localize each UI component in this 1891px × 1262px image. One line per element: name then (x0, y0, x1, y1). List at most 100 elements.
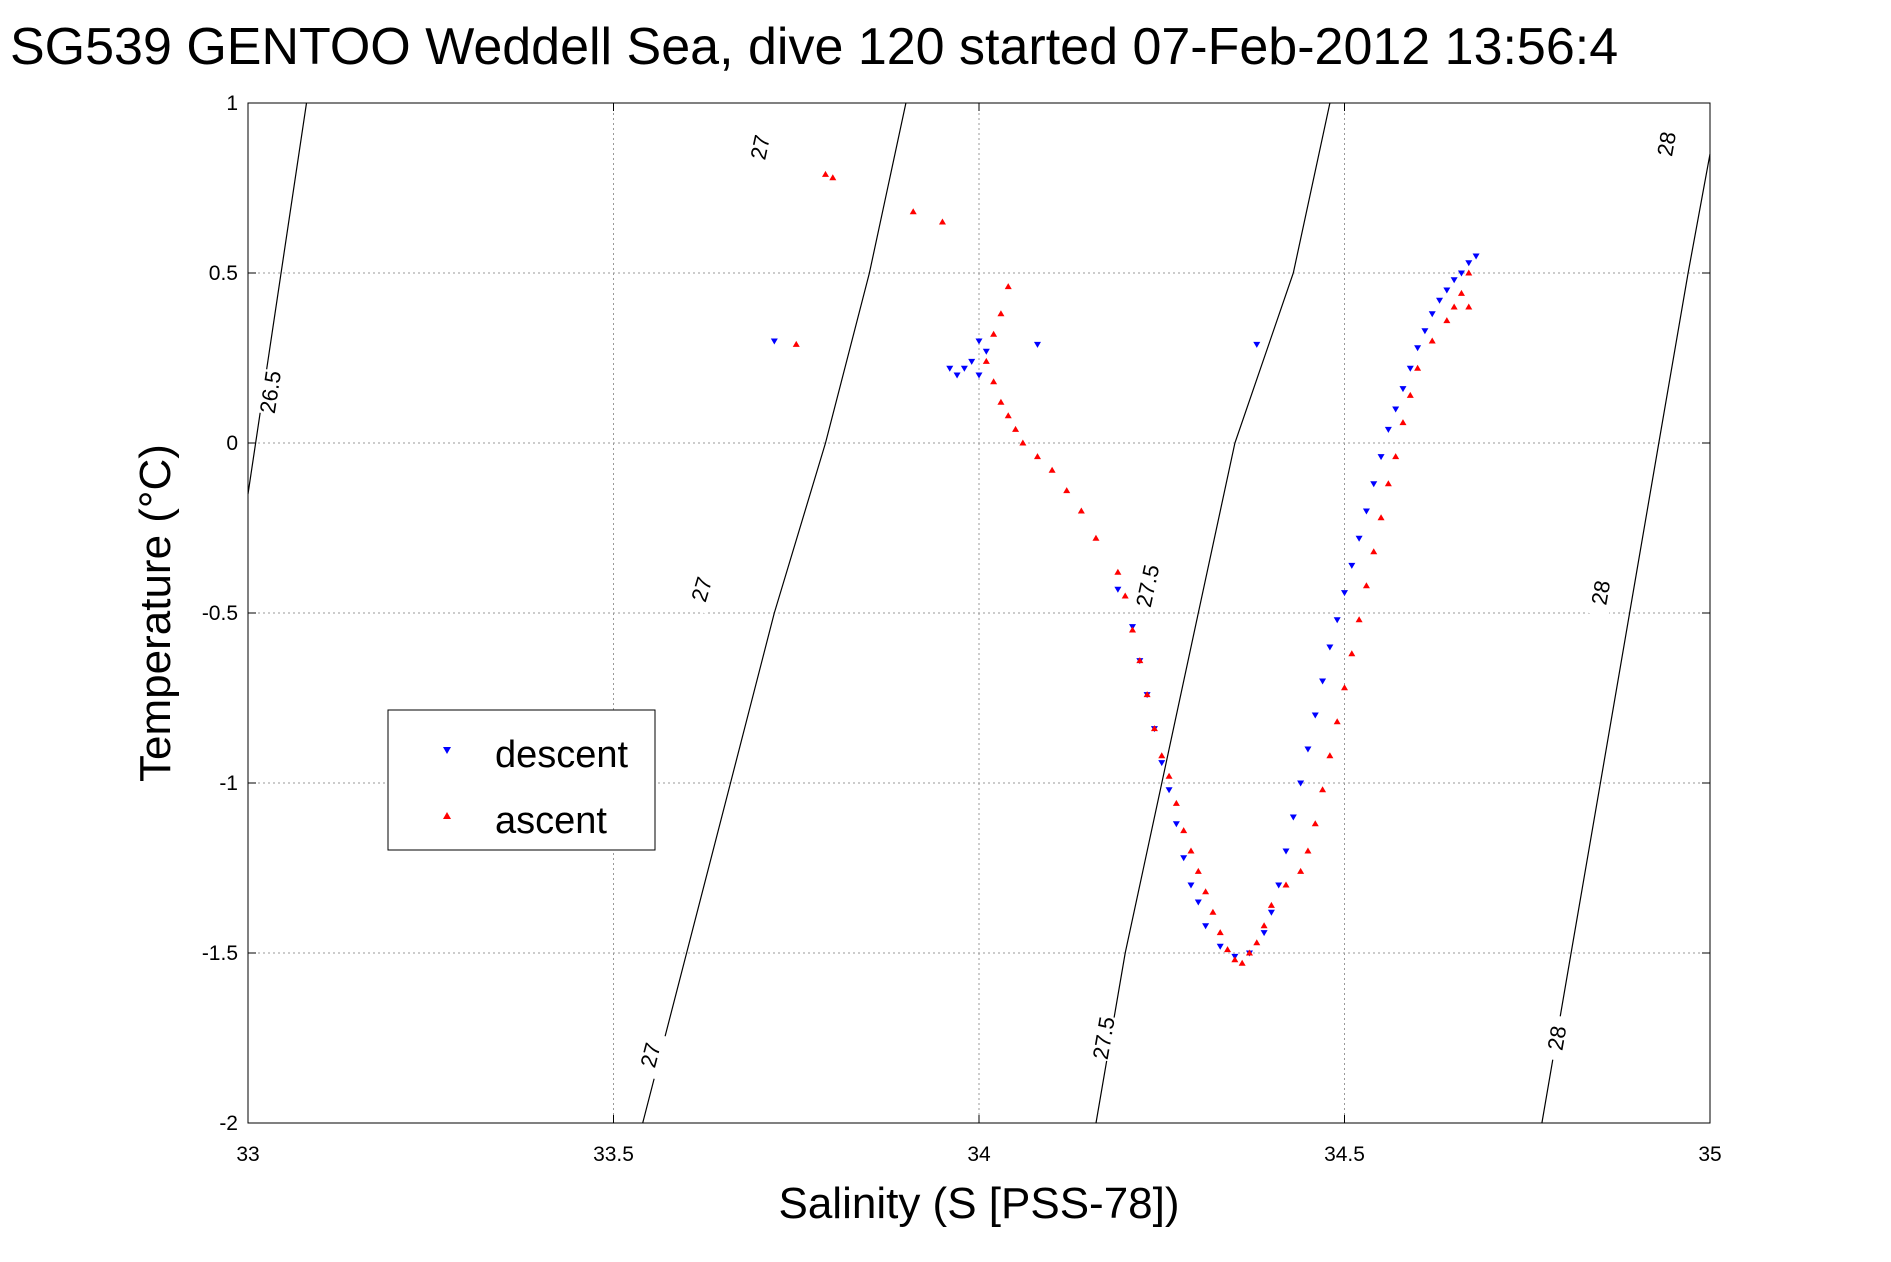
isopycnal-line (247, 102, 308, 495)
ascent-point (1450, 303, 1458, 310)
ascent-point (1341, 684, 1348, 691)
ascent-point (1004, 412, 1012, 419)
ascent-point (982, 357, 990, 364)
descent-point (1180, 855, 1188, 862)
descent-point (1443, 287, 1451, 294)
descent-point (1355, 535, 1363, 542)
ascent-point (1465, 269, 1473, 276)
legend: descent ascent (387, 709, 656, 851)
ascent-point (1224, 946, 1232, 953)
isopycnal-line (642, 102, 907, 1124)
ascent-point (1311, 820, 1319, 827)
ascent-point (1443, 317, 1451, 324)
ascent-point (1326, 752, 1334, 759)
isopycnal-label-bg (1130, 561, 1164, 610)
ascent-point (997, 398, 1005, 405)
ascent-point (821, 170, 829, 177)
ascent-point (829, 174, 837, 181)
descent-point (1304, 746, 1312, 753)
ascent-point (1267, 901, 1275, 908)
descent-point (1267, 909, 1275, 916)
isopycnal-label: 28 (1543, 1024, 1572, 1052)
ascent-point (1033, 453, 1041, 460)
descent-point (1457, 270, 1465, 277)
descent-series (770, 253, 1480, 960)
descent-point (1406, 365, 1414, 372)
ascent-point (1136, 657, 1144, 664)
descent-point (960, 365, 968, 372)
isopycnal-line (1541, 153, 1711, 1124)
descent-point (1362, 508, 1370, 515)
isopycnal-line (1095, 102, 1331, 1124)
isopycnal-label-bg (683, 564, 720, 614)
ascent-series (792, 170, 1473, 966)
descent-point (1297, 780, 1305, 787)
ascent-point (1129, 626, 1137, 633)
descent-point (1260, 930, 1268, 937)
descent-point (1319, 678, 1327, 685)
isopycnal-label: 28 (1652, 130, 1681, 158)
y-tick-label: -2 (219, 1112, 238, 1135)
ascent-point (990, 378, 998, 385)
grid-lines (248, 103, 1710, 1123)
descent-point (1414, 345, 1422, 352)
isopycnal-label-bg (1650, 120, 1682, 168)
descent-point (1428, 311, 1436, 318)
legend-label-ascent: ascent (495, 800, 607, 842)
descent-point (1333, 617, 1341, 624)
ascent-point (1150, 725, 1158, 732)
ascent-point (938, 218, 946, 225)
ascent-point (1165, 772, 1173, 779)
ascent-point (1319, 786, 1327, 793)
ascent-point (1004, 283, 1012, 290)
chart-title: SG539 GENTOO Weddell Sea, dive 120 start… (10, 18, 1618, 76)
y-tick-label: 0 (226, 432, 238, 455)
descent-point (1384, 426, 1392, 433)
isopycnal-label-bg (632, 1030, 668, 1080)
ascent-point (997, 310, 1005, 317)
ascent-point (1384, 480, 1392, 487)
y-axis-label: Temperature (°C) (131, 444, 180, 782)
isopycnal-label-bg (254, 368, 286, 416)
ascent-point (1245, 949, 1253, 956)
ascent-point (1392, 453, 1400, 460)
y-tick-label: -1 (219, 772, 238, 795)
descent-point (1392, 406, 1400, 413)
ascent-point (990, 330, 998, 337)
isopycnal-label: 28 (1586, 579, 1615, 607)
ascent-point (1194, 867, 1202, 874)
y-tick-label: -0.5 (202, 602, 238, 625)
ascent-point (1048, 466, 1056, 473)
isopycnal-label: 27 (745, 133, 775, 162)
descent-point (1341, 590, 1348, 597)
ascent-point (1465, 303, 1473, 310)
isopycnal-label-bg (743, 123, 777, 172)
descent-point (770, 338, 778, 345)
descent-point (1194, 899, 1202, 906)
ascent-point (1187, 847, 1195, 854)
ascent-point (1180, 827, 1188, 834)
ascent-point (1121, 592, 1129, 599)
ascent-point (1114, 568, 1122, 575)
descent-point (1370, 481, 1378, 488)
ascent-point (1414, 364, 1422, 371)
descent-point (1399, 386, 1407, 393)
ascent-point (1231, 956, 1239, 963)
x-axis-label: Salinity (S [PSS-78]) (778, 1179, 1179, 1228)
descent-point (1436, 297, 1444, 304)
ascent-point (1063, 487, 1071, 494)
ascent-point (1333, 718, 1341, 725)
isopycnal-label: 27 (635, 1040, 665, 1070)
descent-point (1472, 253, 1480, 260)
ascent-point (1297, 867, 1305, 874)
axis-ticks: 33 33.5 34 34.5 35 -2 -1.5 -1 -0.5 0 0.5 1 (202, 92, 1722, 1166)
y-tick-label: -1.5 (202, 942, 238, 965)
descent-point (1282, 848, 1290, 855)
descent-point (1465, 260, 1473, 267)
ascent-point (1377, 514, 1385, 521)
descent-point (1172, 821, 1180, 828)
descent-point (975, 372, 983, 379)
ascent-point (1304, 847, 1312, 854)
legend-label-descent: descent (495, 734, 629, 776)
